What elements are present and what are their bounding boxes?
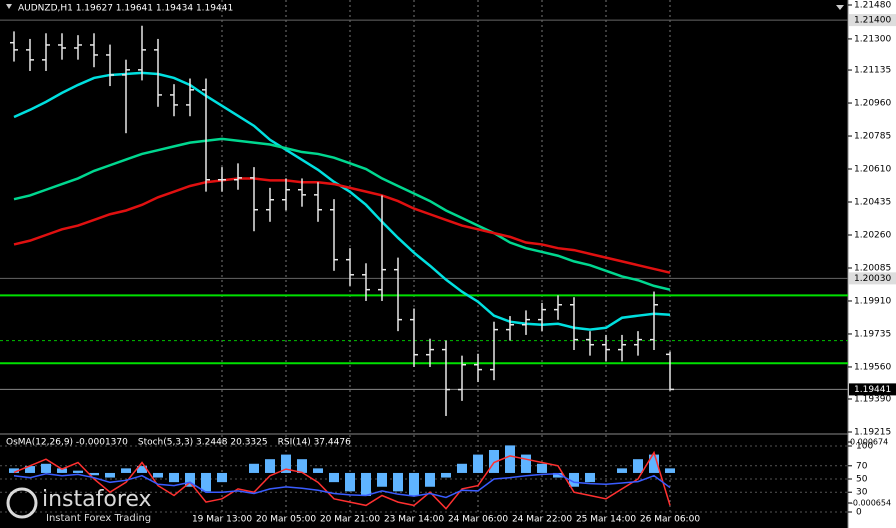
osma-bar	[521, 454, 531, 473]
x-tick-label: 23 Mar 14:00	[384, 515, 444, 525]
osma-bar	[537, 463, 547, 473]
osma-bar	[665, 468, 675, 473]
osma-bar	[377, 472, 387, 487]
osma-bar	[409, 472, 419, 496]
y-tick-label: 0	[856, 508, 862, 518]
scroll-arrow	[836, 5, 844, 10]
osma-bar	[41, 463, 51, 473]
y-tick-label: 1.20435	[854, 198, 891, 208]
osma-bar	[617, 468, 627, 473]
x-tick-label: 20 Mar 21:00	[320, 515, 380, 525]
legend-entry: RSI(14) 37.4476	[278, 438, 351, 448]
y-tick-label: 1.19390	[854, 395, 891, 405]
osma-bar	[441, 472, 451, 478]
y-tick-label: 1.19560	[854, 362, 891, 372]
osma-bar	[281, 454, 291, 473]
osma-bar	[489, 449, 499, 473]
x-tick-label: 19 Mar 13:00	[192, 515, 252, 525]
price-axis-bg	[848, 0, 896, 528]
legend-entry: Stoch(5,3,3) 3.2448 20.3325	[138, 438, 268, 448]
osma-bar	[185, 472, 195, 487]
osma-bar	[329, 472, 339, 483]
osma-bar	[425, 472, 435, 487]
chart-title: AUDNZD,H1 1.19627 1.19641 1.19434 1.1944…	[18, 4, 233, 14]
indicator-line	[13, 450, 671, 510]
moving-average	[13, 137, 671, 291]
y-tick-label: 1.20085	[854, 263, 891, 273]
x-tick-label: 20 Mar 05:00	[256, 515, 316, 525]
osma-bar	[393, 472, 403, 492]
y-tick-label: 1.19215	[854, 428, 891, 438]
osma-bar	[265, 459, 275, 473]
x-tick-label: 25 Mar 14:00	[576, 515, 636, 525]
osma-bar	[361, 472, 371, 496]
osma-bar	[25, 466, 35, 473]
osma-bar	[169, 472, 179, 483]
indicator-line	[13, 472, 671, 499]
y-tick-label: 1.21135	[854, 66, 891, 76]
osma-bar	[201, 472, 211, 492]
menu-arrow	[6, 4, 12, 9]
legend-entry: OsMA(12,26,9) -0.0001370	[6, 438, 128, 448]
y-tick-label: 1.20785	[854, 132, 891, 142]
level-box	[849, 14, 896, 27]
osma-bar	[89, 472, 99, 476]
level-label: 1.20030	[854, 274, 891, 284]
level-box	[849, 383, 896, 396]
watermark: instaforex Instant Forex Trading	[6, 487, 152, 524]
y-tick-label: 30	[856, 488, 868, 498]
y-tick-label: 1.19735	[854, 329, 891, 339]
osma-bar	[633, 459, 643, 473]
osma-bar	[249, 463, 259, 473]
osma-bar	[313, 468, 323, 473]
logo-icon	[6, 487, 38, 519]
y-tick-label: 1.21300	[854, 34, 891, 44]
osma-bar	[649, 454, 659, 473]
y-tick-label: 1.21480	[854, 1, 891, 11]
level-label: 1.19441	[854, 385, 891, 395]
x-tick-label: 24 Mar 06:00	[448, 515, 508, 525]
osma-bar	[121, 468, 131, 473]
osma-bar	[585, 472, 595, 483]
brand: instaforex	[42, 487, 152, 512]
osma-bar	[153, 472, 163, 478]
osma-bar	[137, 466, 147, 473]
osma-bar	[297, 459, 307, 473]
tagline: Instant Forex Trading	[46, 513, 151, 524]
osma-bar	[217, 472, 227, 483]
y-tick-label: 1.20610	[854, 165, 891, 175]
osma-bar	[9, 468, 19, 473]
y-tick-label: 1.20960	[854, 99, 891, 109]
y2-tick-label: -0.000654	[850, 499, 891, 508]
moving-average	[13, 177, 671, 274]
y2-tick-label: 0.000674	[850, 438, 888, 447]
y-tick-label: 1.20260	[854, 230, 891, 240]
osma-bar	[505, 445, 515, 473]
y-tick-label: 50	[856, 475, 868, 485]
osma-bar	[473, 454, 483, 473]
level-label: 1.21400	[854, 16, 891, 26]
y-tick-label: 1.19910	[854, 296, 891, 306]
y-tick-label: 100	[856, 442, 873, 452]
osma-bar	[57, 468, 67, 473]
osma-bar	[569, 472, 579, 487]
y-tick-label: 70	[856, 461, 868, 471]
osma-bar	[73, 470, 83, 473]
osma-bar	[345, 472, 355, 492]
osma-bar	[553, 472, 563, 478]
level-box	[849, 272, 896, 285]
osma-bar	[105, 472, 115, 478]
osma-bar	[457, 463, 467, 473]
x-tick-label: 26 Mar 06:00	[640, 515, 700, 525]
x-tick-label: 24 Mar 22:00	[512, 515, 572, 525]
